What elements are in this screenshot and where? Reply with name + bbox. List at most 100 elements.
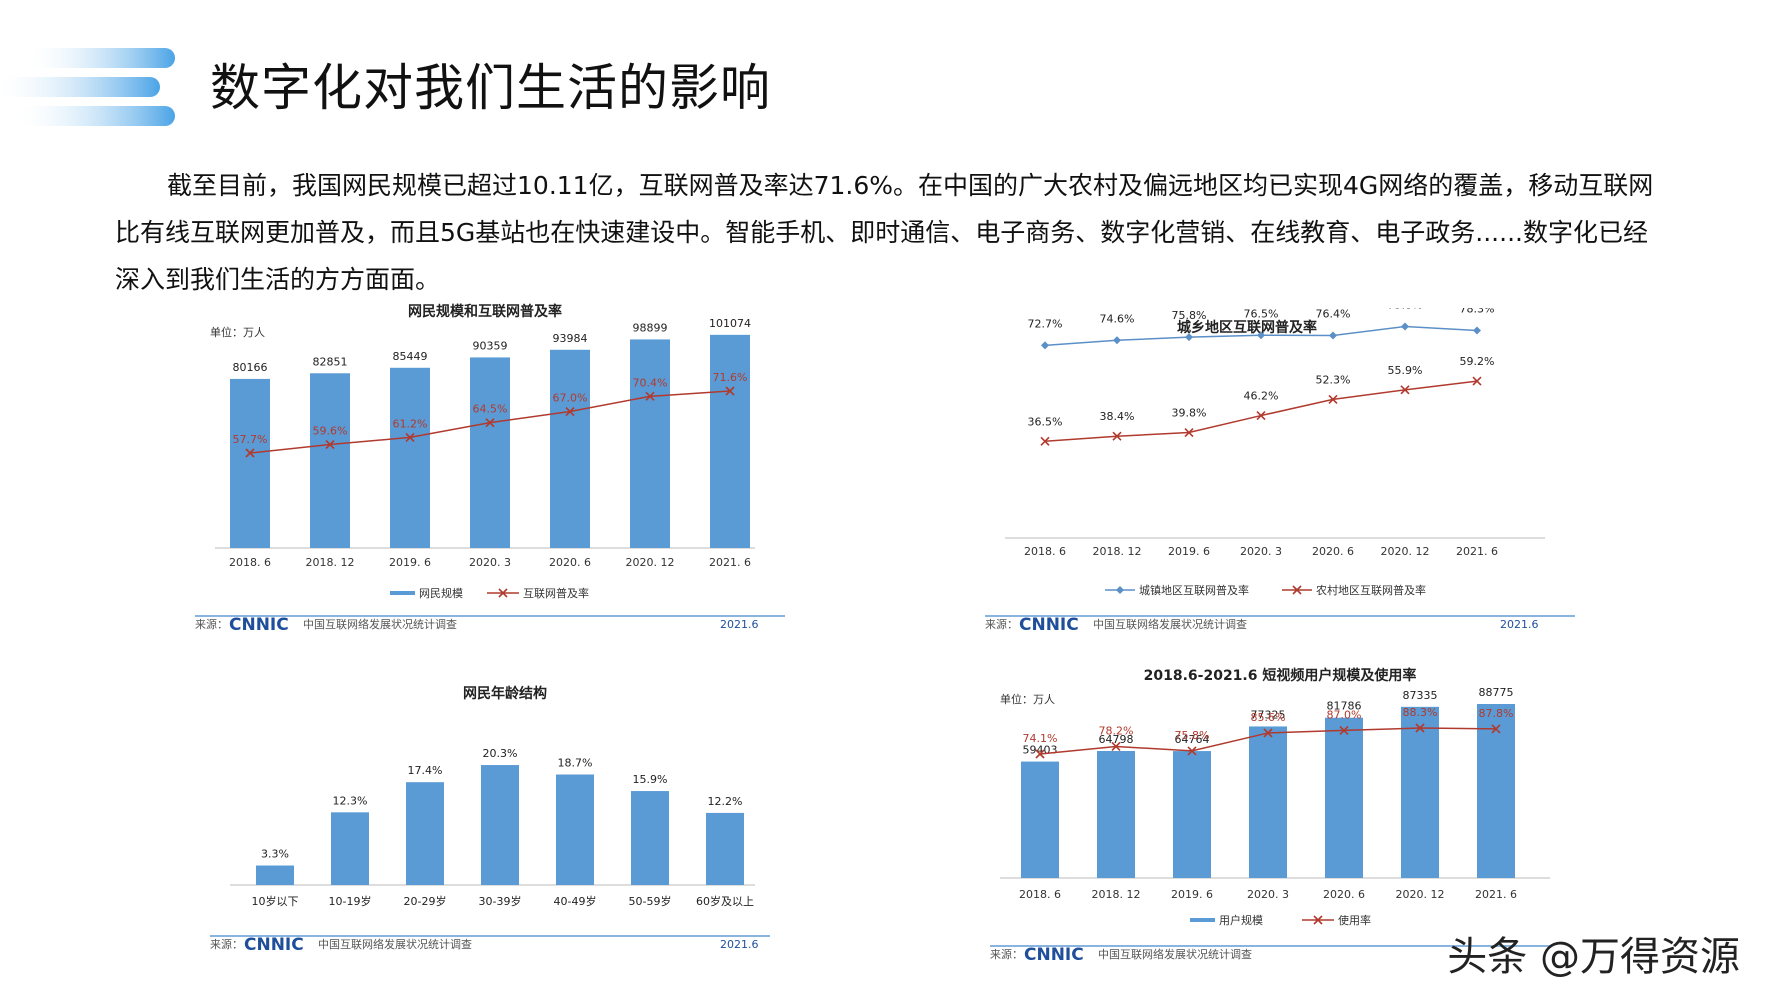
bar (256, 865, 294, 885)
urban-label: 78.3% (1460, 308, 1495, 316)
rural-point (1256, 411, 1266, 421)
x-tick-label: 2020. 3 (469, 556, 511, 569)
bar (310, 373, 350, 548)
x-tick-label: 2021. 6 (709, 556, 751, 569)
rural-point (1112, 431, 1122, 441)
x-tick-label: 30-39岁 (479, 894, 522, 908)
source-prefix: 来源： (210, 937, 243, 951)
x-tick-label: 2020. 6 (1323, 888, 1365, 901)
bar (710, 334, 750, 548)
line-point (1491, 724, 1501, 734)
legend-line-marker (1313, 915, 1323, 925)
bar (630, 339, 670, 548)
source-brand: CNNIC (1024, 945, 1084, 965)
source-date: 2021.6 (720, 938, 759, 951)
line-label: 71.6% (713, 371, 748, 384)
rural-label: 55.9% (1388, 364, 1423, 377)
bar-label: 88775 (1479, 686, 1514, 699)
x-tick-label: 50-59岁 (629, 894, 672, 908)
bar-label: 15.9% (633, 773, 668, 786)
rural-label: 52.3% (1316, 373, 1351, 386)
chart-urban-rural-svg: 城乡地区互联网普及率 2018. 6 72.7% 36.5% 2018. 12 74.6%… (985, 308, 1575, 635)
source-prefix: 来源： (195, 617, 228, 631)
bar-label: 101074 (709, 317, 751, 330)
line-label: 67.0% (553, 392, 588, 405)
legend-line-label: 使用率 (1338, 913, 1371, 927)
line-point (645, 391, 655, 401)
chart-short-video: 2018.6-2021.6 短视频用户规模及使用率 单位：万人 59403 2018.… (990, 660, 1580, 970)
bar (1325, 717, 1363, 878)
source-prefix: 来源： (990, 947, 1023, 961)
x-tick-label: 2018. 12 (1093, 545, 1142, 558)
legend-urban-marker (1116, 586, 1124, 594)
bar (556, 774, 594, 885)
urban-label: 76.5% (1244, 308, 1279, 320)
x-tick-label: 40-49岁 (554, 894, 597, 908)
legend-rural-marker (1292, 585, 1302, 595)
line-label: 87.0% (1327, 708, 1362, 721)
urban-label: 74.6% (1100, 312, 1135, 325)
urban-point (1113, 336, 1121, 345)
chart-urban-rural: 城乡地区互联网普及率 2018. 6 72.7% 36.5% 2018. 12 74.6%… (985, 308, 1585, 648)
bar (1173, 751, 1211, 878)
legend-line-marker (498, 588, 508, 598)
x-tick-label: 2018. 12 (306, 556, 355, 569)
line-point (245, 448, 255, 458)
urban-label: 76.4% (1316, 308, 1351, 321)
bar (1249, 726, 1287, 878)
source-brand: CNNIC (1019, 615, 1079, 635)
line-label: 74.1% (1023, 732, 1058, 745)
chart-title: 2018.6-2021.6 短视频用户规模及使用率 (1144, 667, 1417, 684)
intro-paragraph: 截至目前，我国网民规模已超过10.11亿，互联网普及率达71.6%。在中国的广大… (115, 171, 1654, 294)
source-text: 中国互联网络发展状况统计调查 (318, 937, 472, 951)
chart-title: 网民年龄结构 (463, 685, 547, 702)
line-label: 87.8% (1479, 707, 1514, 720)
chart-short-video-svg: 2018.6-2021.6 短视频用户规模及使用率单位：万人594032018.… (990, 667, 1550, 965)
bar (230, 378, 270, 548)
bar (1021, 761, 1059, 878)
legend-bar-label: 网民规模 (419, 586, 463, 600)
line-point (1035, 749, 1045, 759)
rural-point (1328, 394, 1338, 404)
line-label: 61.2% (393, 417, 428, 430)
legend-line-label: 互联网普及率 (523, 586, 589, 600)
legend-bar-swatch (390, 591, 415, 595)
x-tick-label: 20-29岁 (404, 894, 447, 908)
watermark: 头条 @万得资源 (1447, 934, 1740, 980)
x-tick-label: 2020. 12 (1381, 545, 1430, 558)
line-point (725, 386, 735, 396)
bar (390, 367, 430, 548)
rural-point (1472, 376, 1482, 386)
source-text: 中国互联网络发展状况统计调查 (1098, 947, 1252, 961)
bar-label: 20.3% (483, 747, 518, 760)
urban-label: 72.7% (1028, 317, 1063, 330)
line-label: 88.3% (1403, 706, 1438, 719)
bar (1477, 704, 1515, 878)
bar-label: 77325 (1251, 708, 1286, 721)
urban-label: 75.8% (1172, 309, 1207, 322)
bar (706, 812, 744, 885)
bar (631, 791, 669, 885)
bar (331, 812, 369, 885)
bar (481, 765, 519, 885)
x-tick-label: 10岁以下 (252, 894, 299, 908)
line-point (1339, 725, 1349, 735)
bar (406, 782, 444, 885)
x-tick-label: 2018. 6 (229, 556, 271, 569)
bar-label: 18.7% (558, 757, 593, 770)
line-label: 78.2% (1099, 724, 1134, 737)
bar-label: 17.4% (408, 764, 443, 777)
x-tick-label: 2019. 6 (1168, 545, 1210, 558)
chart-age-structure: 网民年龄结构 3.3% 10岁以下 12.3% 10-19岁 17.4% 20-29岁 20.… (210, 680, 800, 965)
page-title: 数字化对我们生活的影响 (210, 59, 771, 117)
x-tick-label: 10-19岁 (329, 894, 372, 908)
line-label: 85.6% (1251, 711, 1286, 724)
bar-label: 3.3% (261, 848, 289, 861)
line-label: 64.5% (473, 403, 508, 416)
source-prefix: 来源： (985, 617, 1018, 631)
bar-label: 82851 (313, 355, 348, 368)
x-tick-label: 2020. 12 (626, 556, 675, 569)
line-point (1187, 746, 1197, 756)
chart-age-structure-svg: 网民年龄结构 3.3% 10岁以下 12.3% 10-19岁 17.4% 20-29岁 20.… (210, 685, 770, 955)
